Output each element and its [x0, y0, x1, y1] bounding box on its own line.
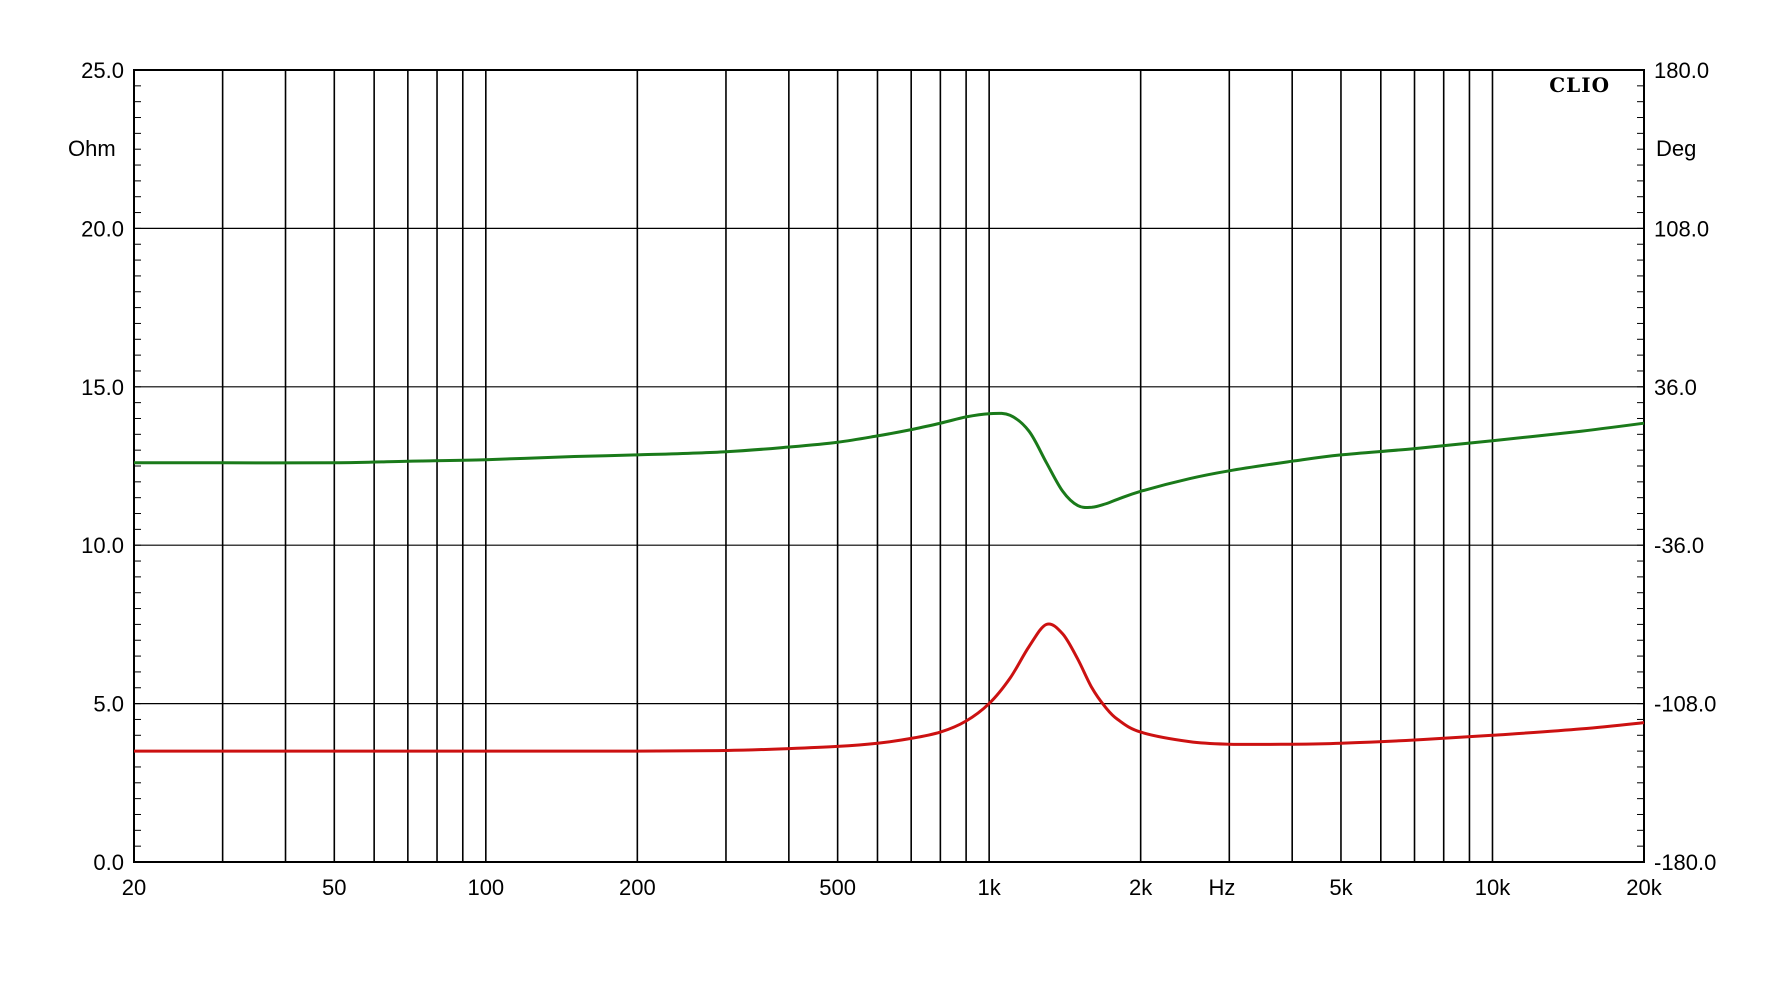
y-right-tick-label: 108.0: [1654, 216, 1709, 241]
x-tick-label: 100: [467, 875, 504, 900]
phase-curve: [134, 411, 1645, 509]
x-tick-label: 5k: [1329, 875, 1353, 900]
plot-frame: [133, 69, 1645, 863]
x-tick-label: 20k: [1626, 875, 1662, 900]
tick-labels: 20 50 100 200 500 1k 2k 5k 10k 20k 0.0 5.0 10.0 15.0 2…: [81, 58, 1716, 900]
y-left-tick-label: 10.0: [81, 533, 124, 558]
x-unit-label: Hz: [1209, 875, 1236, 900]
y-left-tick-label: 20.0: [81, 216, 124, 241]
x-tick-label: 500: [819, 875, 856, 900]
impedance-curve: [134, 622, 1645, 753]
series-layer: [134, 411, 1645, 753]
x-tick-label: 200: [619, 875, 656, 900]
y-left-tick-label: 15.0: [81, 375, 124, 400]
y-left-tick-label: 5.0: [93, 692, 124, 717]
y-left-tick-label: 25.0: [81, 58, 124, 83]
y-right-unit-label: Deg: [1656, 136, 1696, 161]
y-right-tick-label: 36.0: [1654, 375, 1697, 400]
x-tick-label: 10k: [1475, 875, 1511, 900]
minor-ticks: [134, 69, 1644, 863]
y-right-tick-label: -180.0: [1654, 850, 1716, 875]
x-tick-label: 50: [322, 875, 346, 900]
y-right-tick-label: -36.0: [1654, 533, 1704, 558]
y-left-unit-label: Ohm: [68, 136, 116, 161]
x-tick-label: 1k: [978, 875, 1002, 900]
x-tick-label: 20: [122, 875, 146, 900]
y-left-tick-label: 0.0: [93, 850, 124, 875]
brand-logo: CLIO: [1549, 73, 1610, 97]
grid: [134, 70, 1644, 862]
y-right-tick-label: -108.0: [1654, 692, 1716, 717]
x-tick-label: 2k: [1129, 875, 1153, 900]
y-right-tick-label: 180.0: [1654, 58, 1709, 83]
